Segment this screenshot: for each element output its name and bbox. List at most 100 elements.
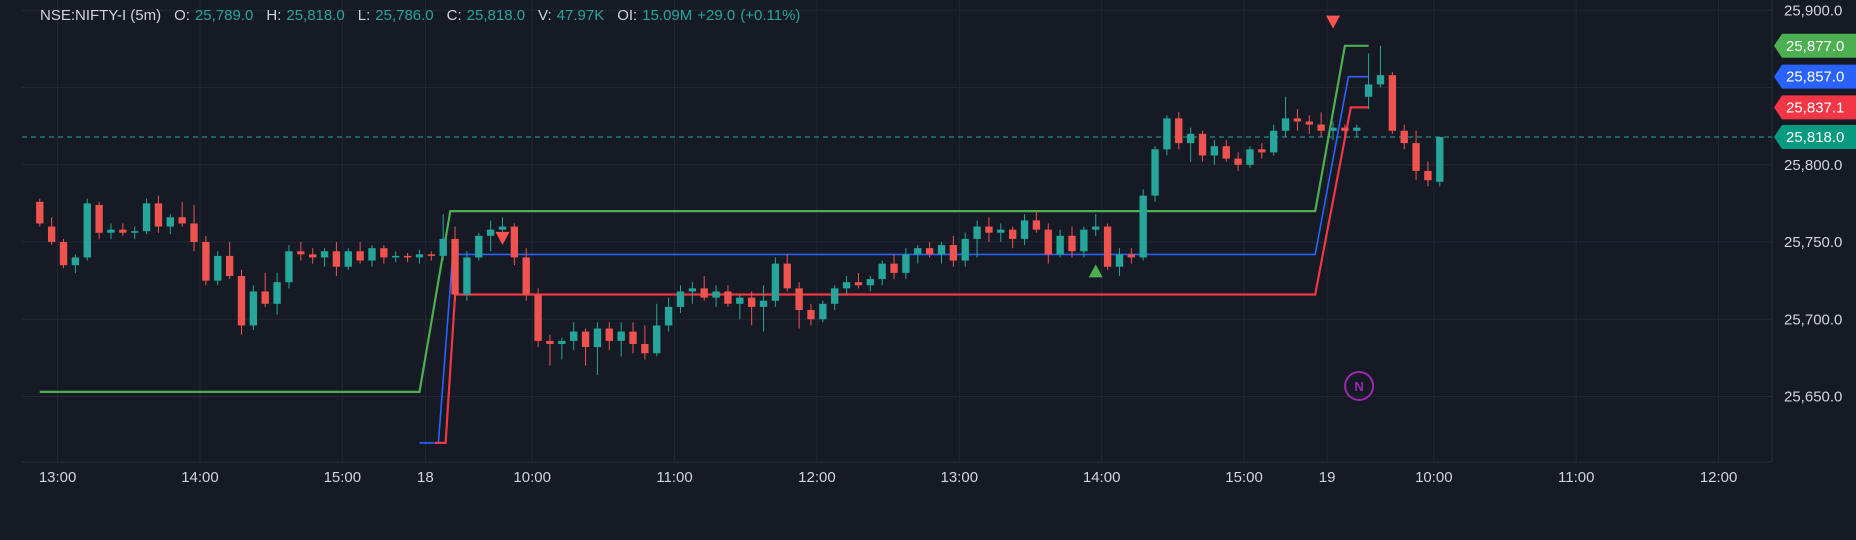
symbol-title[interactable]: NSE:NIFTY-I (5m) (40, 6, 162, 24)
candle-body (1305, 121, 1313, 125)
axes[interactable]: 25,900.0 25,800.0 25,750.0 25,700.0 25,650.0… (22, 0, 1842, 486)
candle-body (1270, 130, 1278, 153)
candle-body (427, 254, 435, 256)
candle-body (902, 254, 910, 273)
candle-body (71, 257, 80, 266)
price-tags: 25,877.0 25,857.0 25,837.1 25,818.0 (1774, 33, 1856, 149)
candle-body (1353, 127, 1361, 131)
candle-body (142, 203, 151, 232)
candle-body (795, 288, 803, 310)
candle-body (866, 279, 874, 286)
candle-body (925, 248, 934, 255)
candle-body (1020, 220, 1029, 239)
candle-body (1281, 118, 1290, 131)
candle-body (1258, 149, 1266, 153)
candle-body (724, 291, 732, 304)
candle-body (653, 325, 661, 354)
candle-body (1341, 127, 1349, 131)
candle-body (1210, 146, 1219, 156)
candle-body (1436, 136, 1444, 182)
candle-body (166, 217, 174, 227)
candle-body (59, 242, 68, 266)
candle-body (1388, 75, 1397, 131)
candle-body (700, 288, 708, 298)
price-tag (1774, 33, 1856, 58)
close-label: C: (446, 6, 462, 24)
candle-body (759, 300, 768, 307)
sell-signal-icon (1326, 15, 1341, 29)
volume-value: 47.97K (556, 6, 605, 24)
candle-body (225, 255, 234, 276)
price-tag (1774, 95, 1856, 120)
candle-body (1092, 226, 1100, 230)
candles (36, 45, 1444, 375)
time-tick-label: 15:00 (1225, 469, 1263, 486)
candle-body (107, 229, 115, 233)
candle-body (380, 248, 388, 258)
candle-body (190, 223, 198, 242)
candle-body (344, 251, 352, 267)
candle-body (641, 343, 649, 354)
candle-body (842, 282, 851, 289)
time-tick-label: 12:00 (798, 469, 836, 486)
candle-body (890, 263, 898, 273)
candle-body (439, 238, 447, 256)
candle-body (949, 245, 958, 261)
change-value: +29.0 (697, 6, 736, 24)
candle-body (1234, 158, 1242, 165)
candle-body (783, 263, 791, 289)
candle-body (475, 235, 483, 258)
oi-value: 15.09M (642, 6, 693, 24)
sell-signal-icon (495, 231, 510, 245)
candle-body (498, 226, 507, 230)
candle-body (1115, 254, 1124, 267)
candle-body (973, 226, 981, 239)
price-tick-label: 25,750.0 (1784, 234, 1842, 251)
candle-body (273, 282, 281, 304)
candle-body (629, 331, 637, 344)
candle-body (914, 248, 922, 255)
news-marker-label: N (1354, 379, 1363, 394)
time-tick-label: 11:00 (656, 469, 692, 486)
candle-body (1127, 254, 1135, 258)
price-tick-label: 25,800.0 (1784, 157, 1842, 174)
price-tag-label: 25,837.1 (1786, 99, 1844, 116)
candle-body (392, 255, 400, 258)
candle-body (486, 229, 495, 236)
signals: N (495, 15, 1375, 401)
time-tick-label: 19 (1319, 469, 1336, 486)
candle-body (771, 263, 780, 301)
candle-body (237, 275, 246, 326)
candle-body (854, 282, 863, 286)
open-label: O: (174, 6, 190, 24)
high-label: H: (266, 6, 282, 24)
candle-body (747, 297, 756, 307)
time-tick-label: 14:00 (1083, 469, 1121, 486)
price-tag (1774, 124, 1856, 149)
volume-label: V: (538, 6, 552, 24)
candle-body (332, 251, 341, 267)
candle-body (807, 309, 815, 320)
candle-body (1032, 220, 1041, 230)
candle-body (819, 303, 827, 320)
candle-body (1151, 149, 1159, 196)
candle-body (878, 263, 886, 280)
candle-body (249, 291, 258, 326)
candle-body (937, 245, 946, 255)
candle-body (463, 257, 471, 295)
candle-body (617, 331, 625, 341)
candle-body (285, 251, 293, 283)
candle-body (1103, 226, 1112, 267)
candle-body (688, 288, 697, 292)
candle-body (214, 255, 222, 281)
candle-body (261, 291, 269, 304)
candle-body (558, 340, 566, 344)
candle-body (593, 328, 602, 348)
candle-body (510, 226, 519, 258)
candle-body (1163, 118, 1171, 150)
candle-body (1246, 149, 1254, 165)
news-marker-icon (1344, 370, 1375, 401)
change-percent: (+0.11%) (740, 6, 801, 24)
